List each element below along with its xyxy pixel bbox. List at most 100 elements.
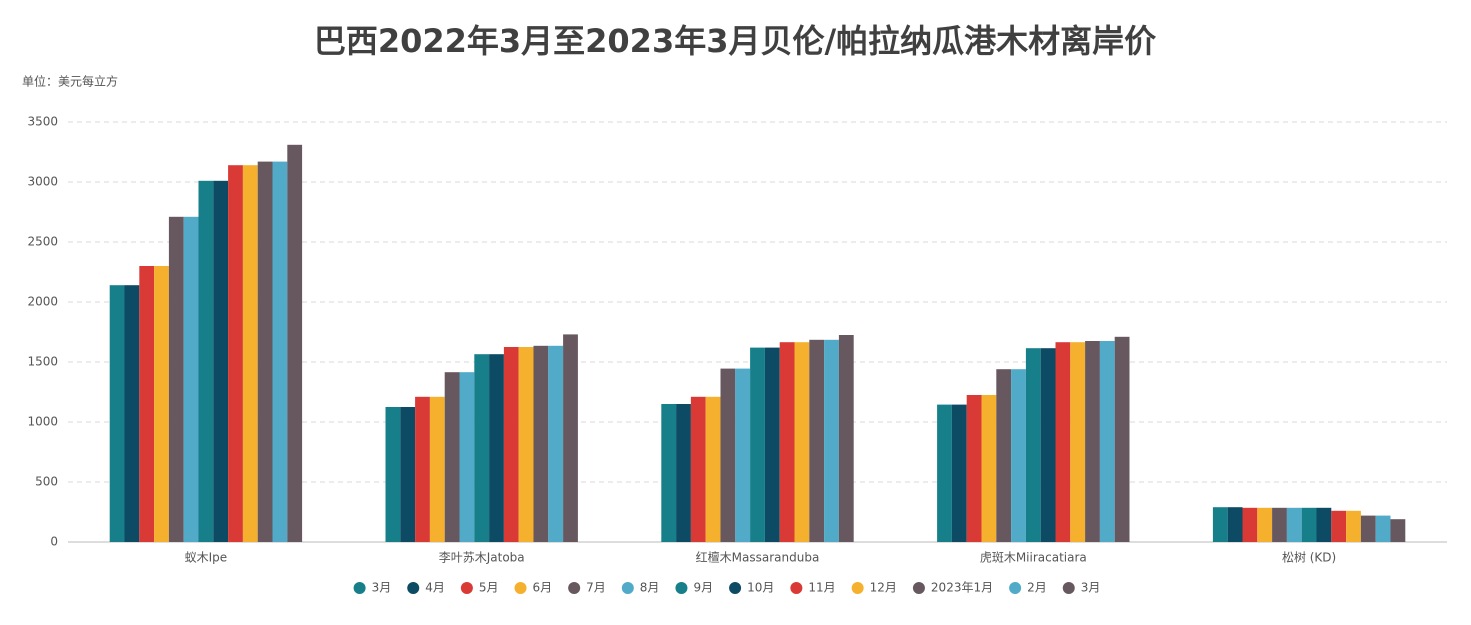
bar <box>1301 507 1317 542</box>
bar <box>444 372 460 542</box>
legend-item: 6月 <box>514 581 553 595</box>
bar <box>1114 336 1130 542</box>
legend-item: 11月 <box>790 581 836 595</box>
bar <box>257 161 273 542</box>
bar <box>489 354 504 542</box>
x-tick-label: 蚁木Ipe <box>185 551 228 565</box>
bar <box>1331 510 1347 542</box>
legend-marker <box>621 582 634 594</box>
legend-label: 8月 <box>640 581 660 595</box>
bar <box>951 404 967 542</box>
bar <box>838 335 854 542</box>
legend-item: 10月 <box>729 581 774 595</box>
legend-item: 7月 <box>568 581 606 595</box>
bar <box>287 144 303 543</box>
legend-label: 3月 <box>1081 581 1101 595</box>
y-tick-label: 0 <box>50 535 58 549</box>
legend-item: 4月 <box>407 581 445 595</box>
bar <box>1025 348 1041 542</box>
bar <box>1346 510 1361 542</box>
legend-label: 7月 <box>586 581 606 595</box>
bar <box>1011 369 1026 542</box>
legend-marker <box>912 582 925 594</box>
y-tick-label: 2000 <box>27 295 58 309</box>
legend-marker <box>460 582 473 594</box>
legend-item: 3月 <box>353 581 391 595</box>
bar <box>474 354 490 542</box>
bar <box>779 342 795 542</box>
legend-label: 6月 <box>533 581 553 595</box>
legend-label: 11月 <box>808 581 835 595</box>
legend-marker <box>568 582 581 594</box>
bar <box>272 161 288 542</box>
legend-item: 2023年1月 <box>912 581 993 595</box>
legend-marker <box>729 582 742 594</box>
bar <box>213 180 229 543</box>
bar <box>400 407 416 542</box>
bar <box>1272 507 1287 542</box>
bar <box>548 345 564 542</box>
bar <box>139 266 155 542</box>
y-tick-label: 1500 <box>27 355 58 369</box>
legend-label: 12月 <box>870 581 897 595</box>
bar <box>1055 342 1071 542</box>
legend-item: 3月 <box>1062 581 1101 595</box>
bar <box>764 347 780 542</box>
bar <box>1360 515 1376 542</box>
bar <box>1286 507 1302 542</box>
bar <box>154 266 169 542</box>
bar <box>937 404 952 542</box>
x-tick-label: 红檀木Massaranduba <box>696 550 820 565</box>
bar <box>429 396 445 542</box>
bar <box>676 404 691 542</box>
bar <box>996 369 1012 542</box>
bar <box>518 347 534 542</box>
bar <box>1040 348 1056 542</box>
bar <box>1227 507 1243 542</box>
bar <box>824 339 839 542</box>
bar <box>168 216 184 543</box>
bar <box>1316 507 1332 542</box>
legend-item: 8月 <box>621 581 660 595</box>
legend-item: 9月 <box>675 581 713 595</box>
legend-marker <box>514 582 527 594</box>
chart-title: 巴西2022年3月至2023年3月贝伦/帕拉纳瓜港木材离岸价 <box>314 22 1156 60</box>
bar <box>242 165 258 542</box>
legend-item: 12月 <box>851 581 897 595</box>
bar <box>198 180 214 543</box>
y-tick-label: 2500 <box>27 235 58 249</box>
y-tick-label: 500 <box>35 475 58 489</box>
legend-label: 2月 <box>1027 581 1047 595</box>
legend-label: 9月 <box>693 581 713 595</box>
bar <box>705 396 721 542</box>
bar <box>720 368 736 542</box>
legend-label: 10月 <box>747 581 774 595</box>
bar <box>1375 515 1391 542</box>
bar <box>503 347 519 542</box>
legend-item: 2月 <box>1009 581 1047 595</box>
bar <box>459 372 475 542</box>
legend-marker <box>851 582 864 594</box>
bar <box>385 407 401 542</box>
bar <box>794 342 810 542</box>
bar <box>1070 342 1086 542</box>
y-tick-label: 1000 <box>27 415 58 429</box>
bar <box>109 285 125 542</box>
bar <box>183 216 199 543</box>
legend-marker <box>1062 582 1075 594</box>
bar <box>124 285 140 542</box>
bar <box>966 395 982 542</box>
bar <box>415 396 430 542</box>
legend-marker <box>353 582 366 594</box>
x-tick-label: 松树 (KD) <box>1282 550 1336 565</box>
bar <box>735 368 751 542</box>
legend-label: 4月 <box>425 581 445 595</box>
bar <box>690 396 706 542</box>
bar <box>563 334 578 542</box>
legend-marker <box>790 582 803 594</box>
bar <box>1099 341 1115 542</box>
bar <box>750 347 765 542</box>
legend-label: 2023年1月 <box>931 581 993 595</box>
legend-marker <box>407 582 420 594</box>
